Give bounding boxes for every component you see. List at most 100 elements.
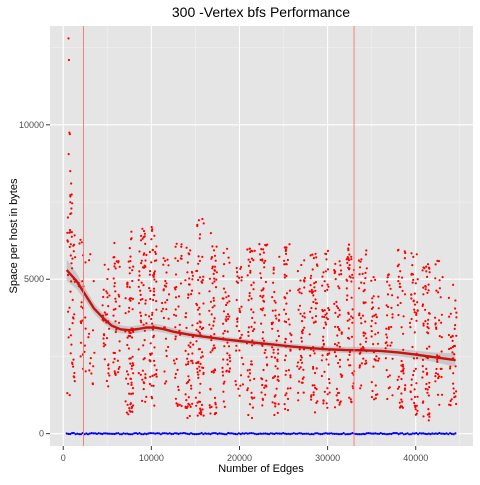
data-point bbox=[402, 348, 405, 351]
data-point bbox=[345, 287, 348, 290]
data-point bbox=[105, 337, 109, 340]
data-point-blue bbox=[319, 433, 322, 436]
data-point bbox=[386, 293, 390, 296]
data-point bbox=[144, 400, 147, 403]
data-point bbox=[246, 389, 249, 392]
data-point bbox=[314, 298, 317, 301]
data-point bbox=[289, 374, 292, 377]
data-point bbox=[154, 252, 157, 255]
data-point bbox=[359, 387, 362, 390]
data-point bbox=[289, 387, 292, 390]
data-point bbox=[362, 301, 365, 304]
data-point bbox=[436, 393, 440, 396]
data-point bbox=[150, 352, 153, 355]
data-point-blue bbox=[445, 432, 448, 435]
data-point bbox=[247, 264, 250, 267]
data-point bbox=[198, 347, 201, 351]
data-point bbox=[167, 345, 170, 349]
data-point bbox=[362, 331, 365, 334]
data-point bbox=[424, 285, 427, 288]
data-point bbox=[125, 377, 128, 380]
data-point-blue bbox=[211, 432, 214, 435]
data-point bbox=[250, 297, 253, 300]
data-point bbox=[69, 201, 72, 204]
data-point bbox=[174, 338, 177, 341]
data-point bbox=[222, 382, 225, 385]
data-point-blue bbox=[113, 432, 116, 436]
data-point bbox=[413, 395, 416, 399]
data-point bbox=[250, 284, 253, 287]
data-point bbox=[131, 355, 134, 358]
data-point bbox=[226, 363, 229, 366]
data-point bbox=[137, 302, 141, 305]
data-point bbox=[300, 356, 303, 359]
data-point-blue bbox=[172, 432, 175, 435]
data-point bbox=[215, 245, 218, 248]
data-point bbox=[239, 311, 242, 314]
data-point bbox=[174, 308, 177, 311]
data-point-blue bbox=[307, 432, 310, 435]
data-point bbox=[391, 357, 394, 360]
data-point bbox=[262, 251, 265, 254]
data-point-blue bbox=[189, 432, 193, 435]
data-point bbox=[87, 336, 90, 339]
data-point bbox=[137, 285, 140, 288]
data-point bbox=[88, 332, 91, 335]
data-point bbox=[422, 293, 425, 296]
data-point bbox=[185, 382, 188, 385]
data-point bbox=[252, 259, 255, 262]
data-point-blue bbox=[255, 433, 258, 436]
data-point bbox=[264, 384, 267, 387]
data-point bbox=[212, 249, 216, 252]
data-point-blue bbox=[236, 433, 239, 436]
data-point bbox=[209, 300, 212, 303]
data-point bbox=[370, 381, 373, 384]
data-point bbox=[370, 279, 373, 282]
data-point bbox=[153, 234, 156, 237]
data-point bbox=[88, 362, 92, 365]
data-point bbox=[186, 416, 189, 420]
data-point-blue bbox=[447, 433, 450, 436]
data-point bbox=[391, 394, 394, 397]
data-point bbox=[258, 243, 261, 246]
data-point bbox=[402, 367, 405, 370]
data-point bbox=[79, 341, 82, 344]
data-point bbox=[152, 275, 155, 278]
data-point bbox=[212, 299, 215, 302]
data-point bbox=[273, 299, 276, 302]
data-point-blue bbox=[118, 433, 122, 436]
data-point-blue bbox=[71, 432, 74, 435]
data-point bbox=[412, 300, 415, 303]
data-point bbox=[358, 273, 361, 276]
data-point bbox=[160, 310, 163, 313]
data-point bbox=[416, 301, 419, 304]
data-point-blue bbox=[253, 432, 256, 435]
data-point bbox=[427, 419, 430, 422]
data-point-blue bbox=[182, 431, 185, 435]
data-point bbox=[132, 404, 135, 407]
data-point bbox=[187, 375, 190, 378]
data-point bbox=[387, 326, 390, 329]
data-point bbox=[287, 318, 290, 321]
data-point bbox=[235, 266, 238, 270]
data-point bbox=[286, 397, 290, 400]
data-point bbox=[88, 369, 91, 372]
data-point bbox=[450, 398, 453, 401]
data-point bbox=[333, 351, 336, 354]
data-point bbox=[149, 342, 152, 345]
data-point bbox=[222, 332, 225, 335]
data-point bbox=[160, 301, 164, 305]
data-point-blue bbox=[441, 432, 445, 435]
data-point bbox=[359, 260, 362, 263]
data-point bbox=[140, 281, 143, 284]
data-point bbox=[389, 287, 392, 290]
data-point bbox=[128, 298, 131, 301]
data-point bbox=[130, 336, 134, 339]
data-point bbox=[71, 316, 75, 319]
data-point bbox=[152, 273, 156, 276]
data-point bbox=[250, 396, 253, 399]
data-point bbox=[312, 391, 315, 394]
data-point bbox=[346, 294, 349, 297]
data-point bbox=[71, 267, 74, 270]
data-point bbox=[187, 353, 190, 356]
